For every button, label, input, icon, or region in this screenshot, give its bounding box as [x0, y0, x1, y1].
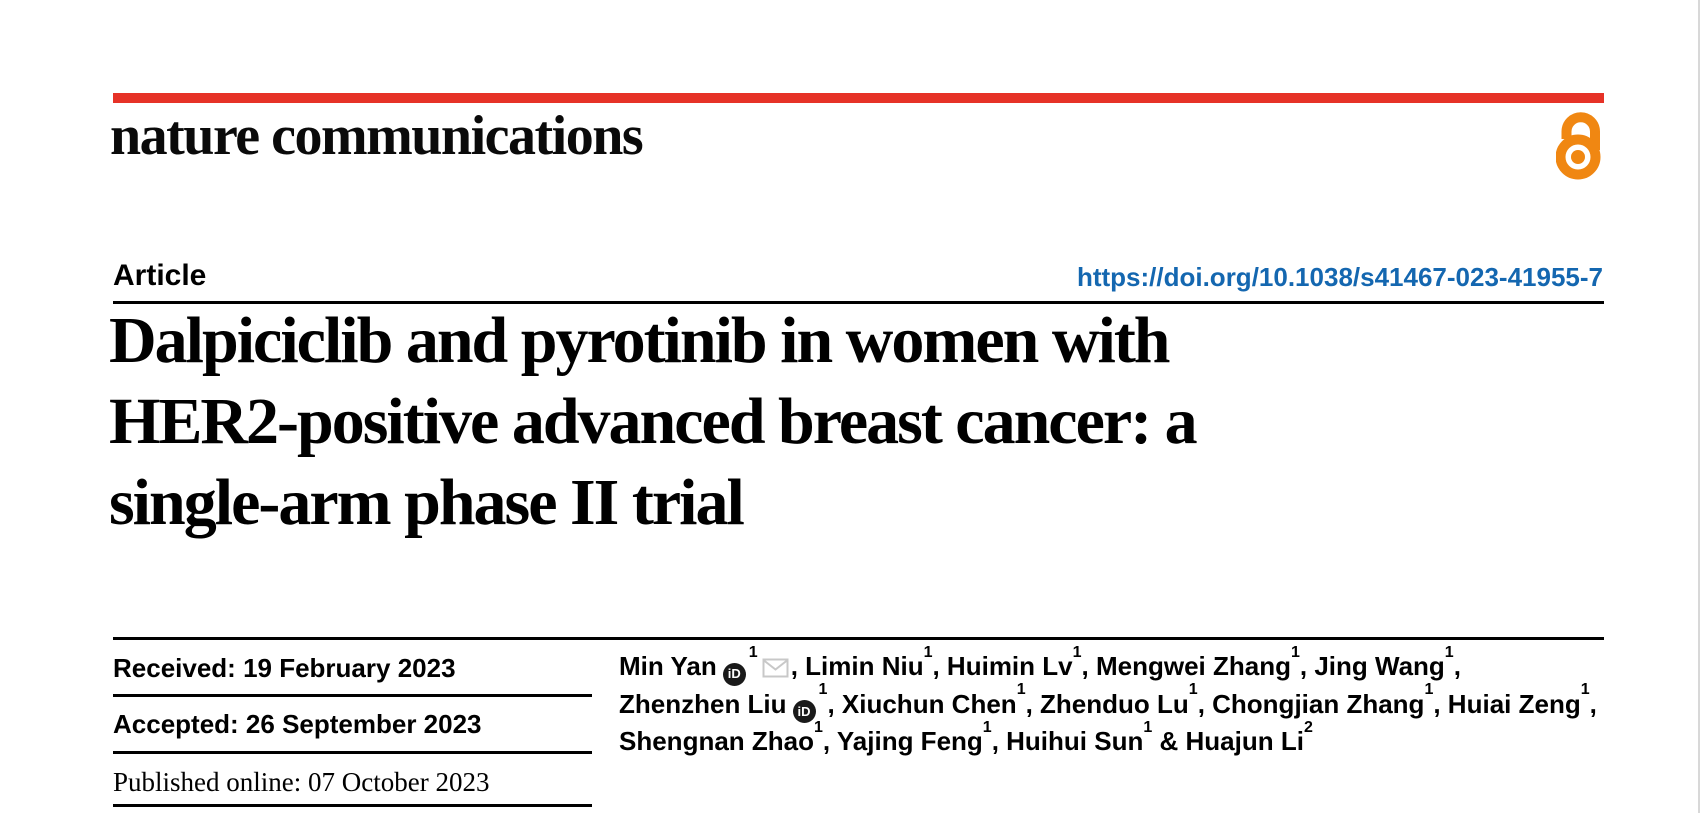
orcid-icon[interactable]: iD	[792, 700, 816, 723]
author-line: Min Yan iD1, Limin Niu1, Huimin Lv1, Meng…	[619, 644, 1619, 686]
top-red-bar	[113, 93, 1604, 103]
accepted-divider	[113, 751, 592, 754]
affiliation-superscript: 1	[1290, 643, 1300, 661]
author-name: , Limin Niu	[790, 651, 924, 681]
received-divider	[113, 694, 592, 697]
affiliation-superscript: 1	[818, 681, 828, 699]
affiliation-superscript: 1	[1580, 681, 1590, 699]
published-divider	[113, 804, 592, 807]
affiliation-superscript: 1	[814, 718, 823, 736]
affiliation-superscript: 1	[1016, 681, 1026, 699]
affiliation-superscript: 1	[982, 718, 992, 736]
author-name: , Xiuchun Chen	[827, 688, 1017, 719]
author-name: , Yajing Feng	[822, 726, 983, 756]
journal-logo: nature communications	[110, 105, 644, 167]
author-name: , Zhenduo Lu	[1025, 688, 1189, 719]
article-kicker: Article	[113, 259, 207, 292]
author-name: , Jing Wang	[1299, 651, 1445, 681]
affiliation-superscript: 2	[1303, 718, 1313, 736]
author-name: Min Yan	[619, 651, 717, 681]
history-top-divider	[113, 637, 1604, 640]
page-right-edge	[1698, 0, 1700, 813]
published-date: Published online: 07 October 2023	[113, 767, 490, 797]
title-line: Dalpiciclib and pyrotinib in women with	[109, 304, 1171, 377]
affiliation-superscript: 1	[923, 643, 933, 661]
article-title: Dalpiciclib and pyrotinib in women with …	[109, 300, 1629, 543]
orcid-icon[interactable]: iD	[722, 662, 746, 686]
authors-block: Min Yan iD1, Limin Niu1, Huimin Lv1, Meng…	[619, 644, 1619, 759]
title-line: single-arm phase II trial	[109, 466, 745, 539]
doi-link[interactable]: https://doi.org/10.1038/s41467-023-41955…	[1076, 262, 1603, 292]
author-name: , Huihui Sun	[991, 726, 1144, 756]
accepted-date: Accepted: 26 September 2023	[113, 709, 482, 739]
author-name: ,	[1589, 688, 1597, 719]
author-name: Zhenzhen Liu	[619, 688, 787, 719]
author-name: , Huimin Lv	[932, 651, 1073, 681]
email-icon[interactable]	[762, 658, 789, 678]
author-name: & Huajun Li	[1152, 726, 1304, 756]
affiliation-superscript: 1	[1444, 643, 1454, 661]
open-access-icon	[1555, 106, 1604, 184]
author-line: Shengnan Zhao1, Yajing Feng1, Huihui Sun…	[619, 719, 1619, 759]
author-name: , Mengwei Zhang	[1081, 651, 1291, 681]
author-name: , Huiai Zeng	[1433, 688, 1581, 719]
author-name: ,	[1453, 651, 1461, 681]
affiliation-superscript: 1	[1424, 681, 1434, 699]
title-line: HER2-positive advanced breast cancer: a	[109, 385, 1198, 458]
author-name: , Chongjian Zhang	[1197, 688, 1425, 719]
affiliation-superscript: 1	[748, 643, 758, 661]
author-name: Shengnan Zhao	[619, 726, 814, 756]
affiliation-superscript: 1	[1188, 681, 1198, 699]
received-date: Received: 19 February 2023	[113, 653, 456, 683]
affiliation-superscript: 1	[1072, 643, 1082, 661]
author-line: Zhenzhen Liu iD1, Xiuchun Chen1, Zhenduo …	[619, 682, 1619, 723]
kicker-divider	[113, 301, 1604, 304]
affiliation-superscript: 1	[1143, 718, 1153, 736]
